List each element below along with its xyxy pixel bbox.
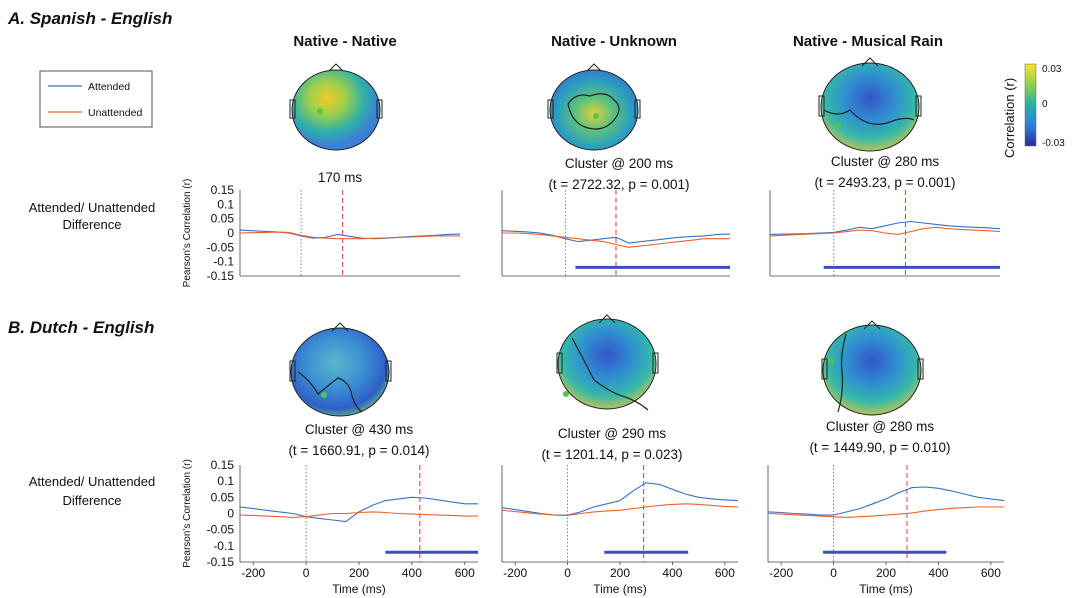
y-tick-label: 0.1	[217, 197, 234, 211]
y-tick-label: 0	[227, 507, 234, 521]
x-axis-label: Time (ms)	[332, 582, 386, 596]
annotation-a1-line1: 170 ms	[318, 170, 363, 185]
column-title-native-unknown: Native - Unknown	[551, 33, 677, 50]
y-tick-label: -0.05	[207, 523, 235, 537]
series-unattended-line	[239, 511, 478, 518]
x-tick-label: 200	[610, 566, 630, 580]
colorbar-gradient	[1024, 63, 1037, 147]
chart-panel-4: 0.15 0.1 0.05 0 -0.05 -0.1 -0.15 -200 0 200 400 600…	[182, 458, 478, 596]
annotation-b1-line2: (t = 1660.91, p = 0.014)	[288, 443, 429, 458]
x-tick-label: 0	[564, 566, 571, 580]
x-tick-label: 400	[662, 566, 682, 580]
x-axis-label: Time (ms)	[593, 582, 647, 596]
section-title-b: B. Dutch - English	[8, 318, 154, 337]
annotation-b2-line1: Cluster @ 290 ms	[558, 426, 666, 441]
topoplot-b-native-unknown	[556, 314, 659, 411]
series-attended-line	[239, 229, 461, 240]
series-unattended-line	[769, 226, 1001, 237]
x-tick-label: -200	[769, 566, 793, 580]
x-axis-label: Time (ms)	[859, 582, 913, 596]
x-tick-label: 400	[928, 566, 948, 580]
series-unattended-line	[501, 503, 739, 516]
chart-panel-3	[769, 190, 1001, 277]
legend-unattended-label: Unattended	[88, 107, 142, 119]
annotation-b2-line2: (t = 1201.14, p = 0.023)	[541, 447, 682, 462]
y-tick-label: 0.15	[211, 458, 235, 472]
topoplot-a-native-native	[289, 63, 383, 151]
x-tick-label: 400	[402, 566, 422, 580]
x-tick-label: 600	[455, 566, 475, 580]
annotation-a3-line1: Cluster @ 280 ms	[831, 154, 939, 169]
series-attended-line	[239, 496, 478, 523]
annotation-a2-line2: (t = 2722.32, p = 0.001)	[548, 177, 689, 192]
chart-panel-2	[501, 190, 731, 277]
y-tick-label: 0.05	[211, 212, 235, 226]
y-tick-label: 0.15	[211, 183, 235, 197]
x-tick-label: 0	[303, 566, 310, 580]
topoplot-b-native-musical-rain	[821, 320, 924, 416]
annotation-b3-line2: (t = 1449.90, p = 0.010)	[809, 440, 950, 455]
y-tick-label: -0.15	[207, 555, 235, 569]
x-tick-label: 600	[981, 566, 1001, 580]
x-tick-label: 200	[876, 566, 896, 580]
x-tick-label: 0	[830, 566, 837, 580]
series-unattended-line	[767, 506, 1004, 518]
colorbar: 0.03 0 -0.03 Correlation (r)	[1002, 63, 1065, 158]
x-tick-label: 600	[715, 566, 735, 580]
x-tick-label: 200	[349, 566, 369, 580]
topoplot-a-native-unknown	[547, 63, 641, 151]
annotation-b1-line1: Cluster @ 430 ms	[305, 422, 413, 437]
chart-panel-1: 0.150.10.050-0.05-0.1-0.15 Pearson's Corr…	[182, 179, 461, 288]
row-label-a-line2: Difference	[62, 217, 121, 232]
legend-attended-label: Attended	[88, 81, 130, 93]
annotation-a2-line1: Cluster @ 200 ms	[565, 156, 673, 171]
annotation-b3-line1: Cluster @ 280 ms	[826, 419, 934, 434]
column-title-native-musical-rain: Native - Musical Rain	[793, 33, 943, 50]
series-attended-line	[501, 230, 731, 244]
colorbar-mid: 0	[1042, 99, 1048, 110]
y-tick-label: -0.1	[213, 255, 234, 269]
y-tick-label: -0.1	[213, 539, 234, 553]
topoplot-b-native-native	[289, 322, 392, 417]
row-label-b-line1: Attended/ Unattended	[29, 474, 156, 489]
y-axis-label: Pearson's Correlation (r)	[182, 179, 193, 288]
colorbar-label: Correlation (r)	[1002, 78, 1017, 158]
x-tick-label: -200	[503, 566, 527, 580]
row-label-a-line1: Attended/ Unattended	[29, 200, 156, 215]
chart-panel-5: -200 0 200 400 600 Time (ms)	[501, 465, 739, 596]
series-attended-line	[767, 486, 1005, 516]
y-tick-label: -0.05	[207, 240, 235, 254]
y-tick-label: 0.05	[211, 490, 235, 504]
row-label-b-line2: Difference	[62, 493, 121, 508]
y-tick-label: -0.15	[207, 269, 235, 283]
colorbar-max: 0.03	[1042, 64, 1062, 75]
series-unattended-line	[239, 231, 460, 240]
y-tick-label: 0.1	[217, 474, 234, 488]
y-tick-label: 0	[227, 226, 234, 240]
y-axis-label: Pearson's Correlation (r)	[182, 459, 193, 568]
series-attended-line	[501, 482, 739, 516]
annotation-a3-line2: (t = 2493.23, p = 0.001)	[814, 175, 955, 190]
legend: Attended Unattended	[39, 70, 153, 128]
topoplot-a-native-musical-rain	[818, 57, 922, 152]
column-title-native-native: Native - Native	[293, 33, 396, 50]
chart-panel-6: -200 0 200 400 600 Time (ms)	[767, 465, 1005, 596]
series-unattended-line	[502, 232, 730, 248]
section-title-a: A. Spanish - English	[7, 9, 172, 28]
x-tick-label: -200	[241, 566, 265, 580]
colorbar-min: -0.03	[1042, 138, 1065, 149]
